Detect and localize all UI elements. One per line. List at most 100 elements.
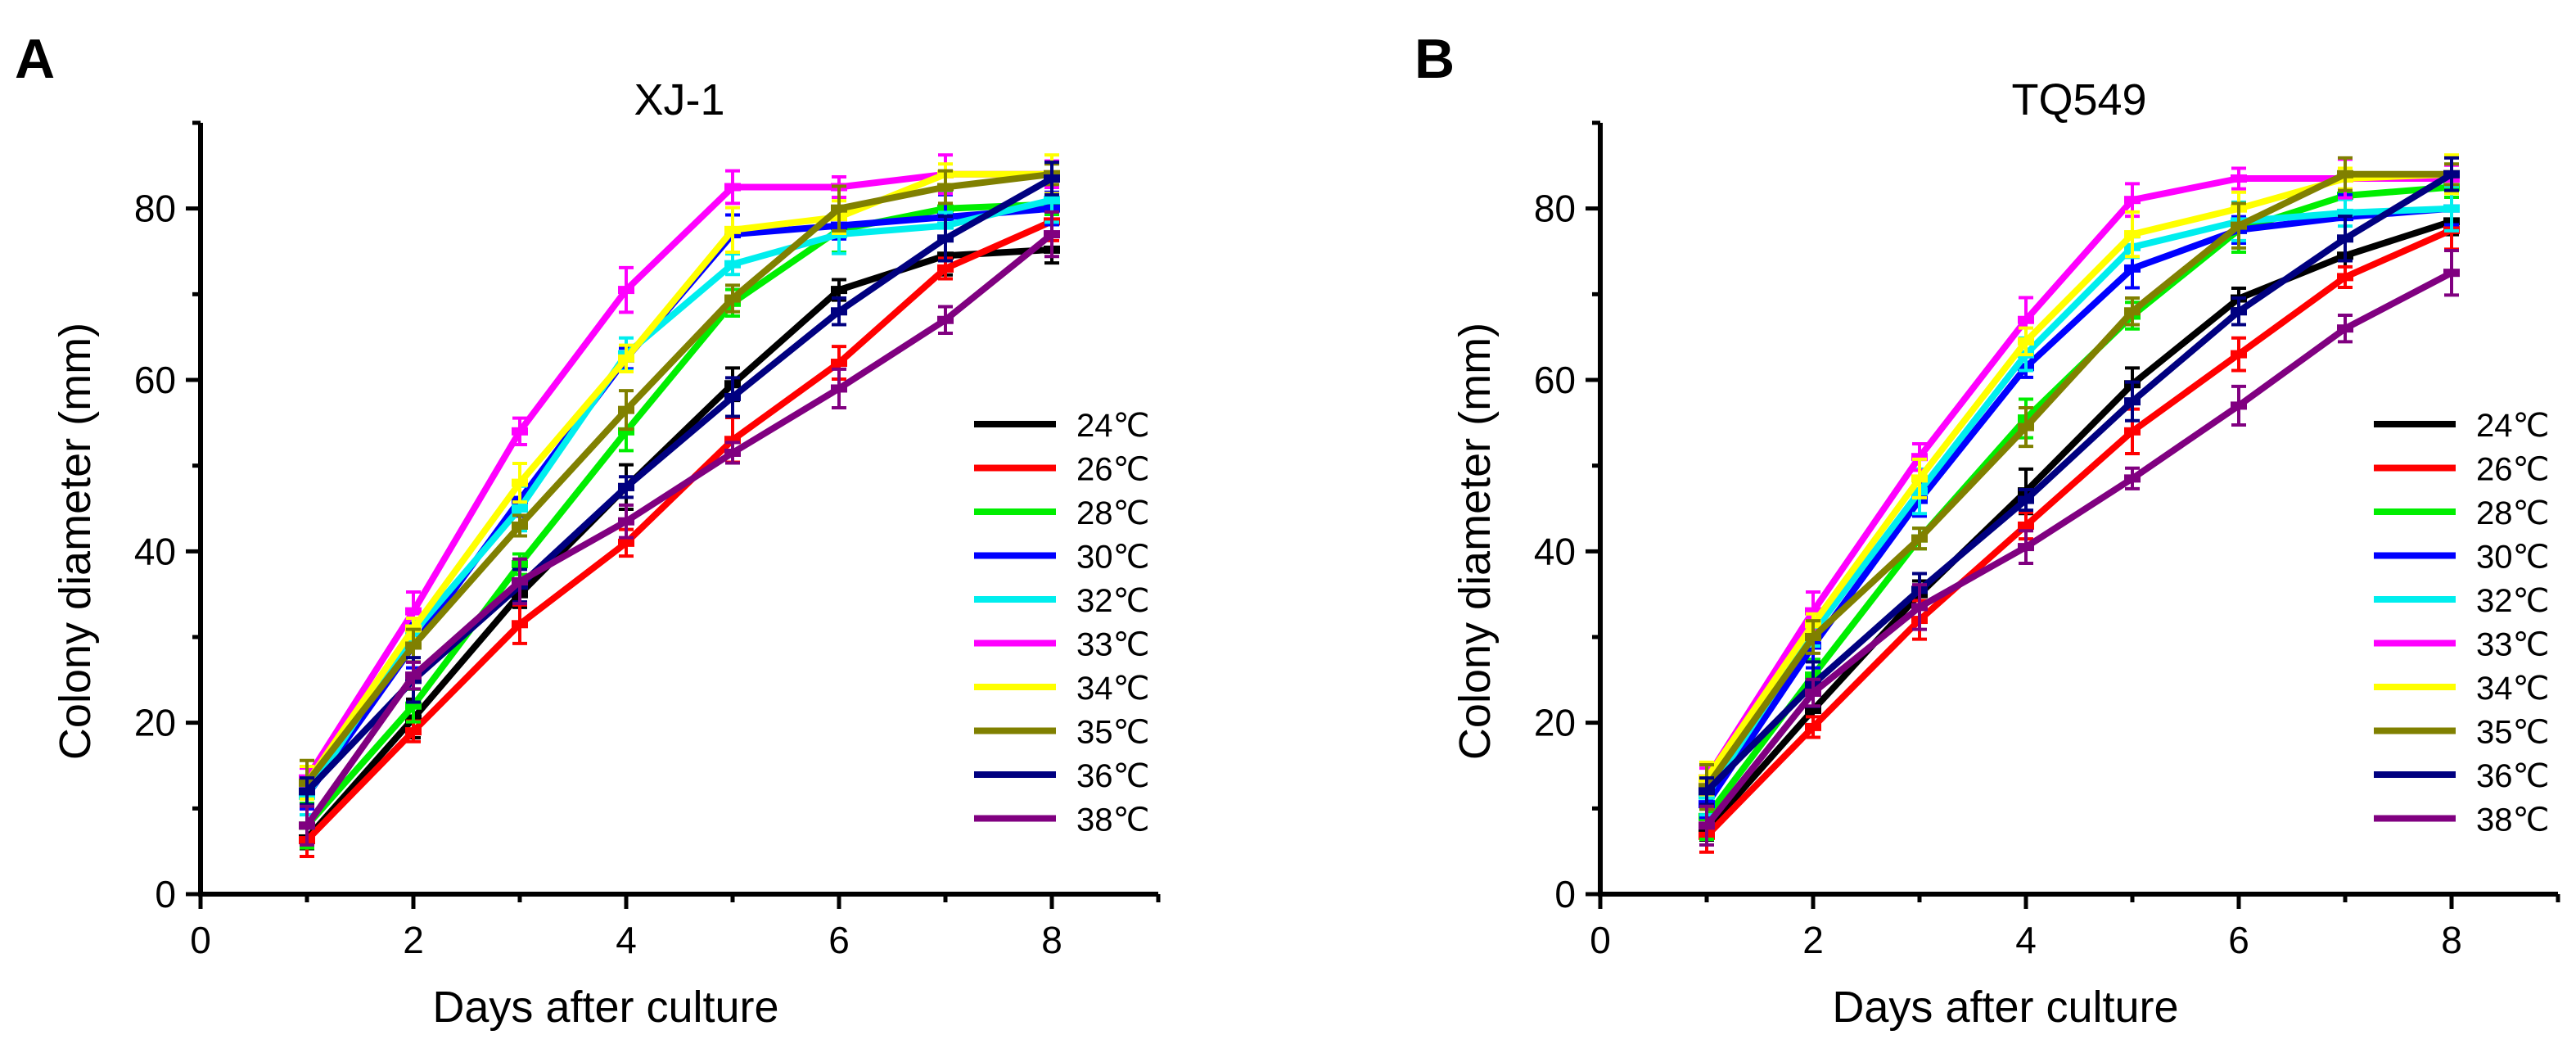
- legend-label: 26℃: [1076, 452, 1149, 488]
- data-point: [2124, 307, 2141, 316]
- legend-label: 35℃: [2476, 715, 2549, 751]
- data-point: [2337, 169, 2353, 179]
- legend-label: 34℃: [2476, 671, 2549, 707]
- y-tick-label: 40: [134, 530, 176, 572]
- legend-item: 28℃: [2374, 495, 2549, 531]
- data-point: [1911, 603, 1928, 612]
- data-point: [2018, 543, 2034, 552]
- data-point: [2124, 474, 2141, 483]
- data-point: [1044, 196, 1060, 205]
- x-axis-label: Days after culture: [1832, 983, 2178, 1032]
- legend-label: 30℃: [1076, 540, 1149, 576]
- data-point: [1911, 453, 1928, 462]
- data-point: [2443, 269, 2460, 278]
- x-axis-label: Days after culture: [432, 983, 778, 1032]
- x-tick-label: 6: [2228, 919, 2249, 961]
- data-point: [831, 307, 847, 316]
- legend-item: 30℃: [2374, 540, 2549, 576]
- series-9: [1699, 248, 2460, 847]
- data-point: [1044, 230, 1060, 239]
- data-point: [2443, 169, 2460, 179]
- data-point: [2337, 234, 2353, 243]
- data-point: [831, 359, 847, 368]
- legend-item: 30℃: [974, 540, 1149, 576]
- data-point: [2018, 495, 2034, 504]
- legend-item: 32℃: [2374, 583, 2549, 619]
- data-point: [937, 183, 954, 192]
- legend-item: 32℃: [974, 583, 1149, 619]
- legend-label: 33℃: [1076, 627, 1149, 663]
- data-point: [724, 225, 741, 234]
- data-point: [512, 478, 528, 487]
- data-point: [2231, 307, 2247, 316]
- series-line: [304, 170, 1053, 785]
- data-point: [1911, 534, 1928, 543]
- data-point: [831, 384, 847, 393]
- legend-item: 38℃: [2374, 802, 2549, 838]
- x-tick-label: 2: [403, 919, 424, 961]
- legend-label: 34℃: [1076, 671, 1149, 707]
- series-line: [1704, 218, 2453, 833]
- data-point: [512, 504, 528, 513]
- data-point: [831, 204, 847, 213]
- legend-label: 28℃: [1076, 495, 1149, 531]
- data-point: [2018, 423, 2034, 432]
- data-point: [1805, 722, 1821, 731]
- data-point: [2231, 350, 2247, 359]
- data-point: [2124, 230, 2141, 239]
- x-tick-label: 8: [2441, 919, 2462, 961]
- x-tick-label: 2: [1802, 919, 1824, 961]
- data-point: [937, 234, 954, 243]
- series-line: [1704, 171, 2454, 794]
- chart-title: XJ-1: [634, 75, 724, 124]
- y-tick-label: 80: [1534, 188, 1576, 230]
- legend: 24℃ 26℃ 28℃ 30℃ 32℃ 33℃ 34℃ 35℃ 36℃ 38℃: [2374, 408, 2549, 838]
- legend: 24℃ 26℃ 28℃ 30℃ 32℃ 33℃ 34℃ 35℃ 36℃ 38℃: [974, 408, 1149, 838]
- x-tick-label: 8: [1041, 919, 1062, 961]
- data-point: [1805, 607, 1821, 616]
- data-point: [405, 701, 422, 710]
- y-tick-label: 80: [134, 188, 176, 230]
- data-point: [2124, 264, 2141, 273]
- legend-label: 38℃: [1076, 802, 1149, 838]
- data-point: [2231, 221, 2247, 230]
- series-line: [1703, 175, 2452, 780]
- legend-item: 34℃: [2374, 671, 2549, 707]
- legend-item: 24℃: [974, 408, 1149, 444]
- data-point: [2231, 174, 2247, 183]
- data-point: [1911, 474, 1928, 483]
- data-point: [2124, 427, 2141, 436]
- data-point: [1805, 633, 1821, 641]
- data-point: [512, 521, 528, 530]
- legend-item: 38℃: [974, 802, 1149, 838]
- data-point: [2018, 315, 2034, 324]
- legend-item: 28℃: [974, 495, 1149, 531]
- data-point: [724, 392, 741, 401]
- series-line: [304, 170, 1052, 785]
- data-point: [724, 448, 741, 457]
- legend-label: 36℃: [2476, 758, 2549, 794]
- data-point: [1044, 174, 1060, 183]
- y-tick-label: 40: [1534, 530, 1576, 572]
- legend-item: 33℃: [974, 627, 1149, 663]
- series-9: [299, 210, 1060, 847]
- legend-label: 38℃: [2476, 802, 2549, 838]
- series-line: [304, 231, 1054, 828]
- legend-item: 33℃: [2374, 627, 2549, 663]
- data-point: [618, 354, 634, 363]
- y-tick-label: 0: [155, 873, 176, 915]
- data-point: [512, 576, 528, 585]
- data-point: [1805, 689, 1821, 698]
- data-point: [618, 286, 634, 295]
- legend-label: 30℃: [2476, 540, 2549, 576]
- legend-item: 26℃: [974, 452, 1149, 488]
- x-tick-label: 4: [616, 919, 637, 961]
- y-axis-label: Colony diameter (mm): [1450, 323, 1500, 760]
- data-point: [2124, 397, 2141, 406]
- data-point: [618, 405, 634, 414]
- data-point: [724, 294, 741, 303]
- data-point: [2018, 521, 2034, 530]
- data-point: [512, 620, 528, 629]
- series-line: [304, 197, 1053, 798]
